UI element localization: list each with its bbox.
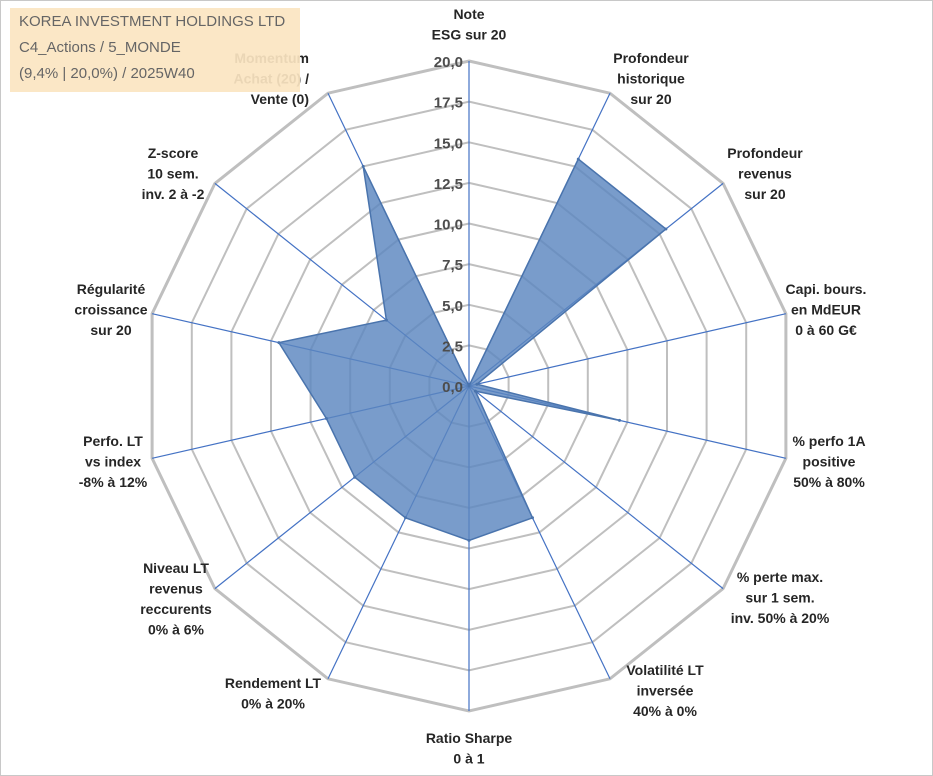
- axis-label-1: Note ESG sur 20: [432, 6, 507, 43]
- axis-label-line: inversée: [637, 683, 694, 699]
- tick-label: 12,5: [434, 176, 463, 193]
- axis-label-line: en MdEUR: [791, 302, 861, 318]
- axis-label-line: Note: [453, 6, 484, 22]
- axis-label-11: Perfo. LT vs index -8% à 12%: [79, 433, 148, 490]
- data-point-10: [353, 475, 357, 479]
- axis-label-line: positive: [803, 454, 856, 470]
- radial-tick-labels: 0,0 2,5 5,0 7,5 10,0 12,5 15,0 17,5 20,0: [434, 54, 463, 396]
- axis-label-8: Ratio Sharpe 0 à 1: [426, 730, 513, 767]
- data-point-7: [531, 516, 534, 520]
- data-point-11: [324, 417, 328, 420]
- axis-label-line: 0% à 6%: [148, 622, 205, 638]
- data-point-4: [475, 382, 479, 386]
- axis-label-line: Perfo. LT: [83, 433, 143, 449]
- axis-label-line: croissance: [74, 302, 147, 318]
- radar-series: [277, 157, 668, 542]
- category-path: C4_Actions / 5_MONDE: [19, 39, 181, 56]
- data-point-13: [384, 318, 388, 322]
- company-name: KOREA INVESTMENT HOLDINGS LTD: [19, 13, 286, 30]
- axis-label-line: % perte max.: [737, 569, 823, 585]
- axis-label-7: Volatilité LT inversée 40% à 0%: [626, 662, 704, 719]
- axis-label-line: Capi. bours.: [786, 281, 867, 297]
- axis-label-line: 50% à 80%: [793, 474, 865, 490]
- axis-label-line: historique: [617, 71, 685, 87]
- data-point-14: [361, 164, 365, 168]
- axis-label-5: % perfo 1A positive 50% à 80%: [792, 433, 865, 490]
- axis-label-9: Rendement LT 0% à 20%: [225, 675, 322, 712]
- spoke-6: [468, 385, 724, 590]
- axis-label-line: 0 à 1: [453, 751, 484, 767]
- axis-label-line: reccurents: [140, 601, 212, 617]
- axis-label-line: Z-score: [148, 145, 199, 161]
- data-point-9: [404, 516, 407, 520]
- series-area-1: [277, 157, 668, 542]
- axis-label-line: inv. 2 à -2: [142, 186, 205, 202]
- axis-label-line: sur 20: [90, 322, 131, 338]
- axis-label-line: ESG sur 20: [432, 27, 507, 43]
- axis-label-line: 40% à 0%: [633, 703, 697, 719]
- tick-label: 17,5: [434, 95, 463, 112]
- data-point-2: [576, 157, 580, 161]
- data-point-8: [467, 538, 471, 542]
- axis-label-4: Capi. bours. en MdEUR 0 à 60 G€: [786, 281, 867, 338]
- axis-label-line: sur 1 sem.: [745, 590, 814, 606]
- axis-label-line: Rendement LT: [225, 675, 322, 691]
- tick-label: 15,0: [434, 135, 463, 152]
- data-point-5: [618, 418, 621, 422]
- axis-label-line: inv. 50% à 20%: [731, 610, 830, 626]
- axis-label-line: Régularité: [77, 281, 146, 297]
- axis-label-12: Régularité croissance sur 20: [74, 281, 147, 338]
- axis-label-line: 0 à 60 G€: [795, 322, 857, 338]
- tick-label: 0,0: [442, 379, 463, 396]
- tick-label: 5,0: [442, 298, 463, 315]
- info-box: KOREA INVESTMENT HOLDINGS LTD C4_Actions…: [10, 8, 300, 92]
- axis-label-6: % perte max. sur 1 sem. inv. 50% à 20%: [731, 569, 830, 626]
- data-point-6: [473, 389, 477, 393]
- axis-label-10: Niveau LT revenus reccurents 0% à 6%: [140, 560, 212, 638]
- axis-label-line: Profondeur: [727, 145, 803, 161]
- axis-label-2: Profondeur historique sur 20: [613, 50, 689, 107]
- axis-label-line: % perfo 1A: [792, 433, 865, 449]
- axis-label-line: Volatilité LT: [626, 662, 704, 678]
- axis-label-line: Ratio Sharpe: [426, 730, 513, 746]
- axis-label-line: Vente (0): [251, 91, 309, 107]
- tick-label: 2,5: [442, 338, 463, 355]
- axis-label-line: sur 20: [630, 91, 671, 107]
- axis-label-line: vs index: [85, 454, 141, 470]
- spoke-4: [468, 313, 787, 387]
- axis-label-line: 10 sem.: [147, 166, 198, 182]
- axis-label-line: -8% à 12%: [79, 474, 148, 490]
- data-point-12: [277, 341, 281, 345]
- axis-label-line: revenus: [149, 581, 203, 597]
- axis-label-line: revenus: [738, 166, 792, 182]
- axis-label-line: Niveau LT: [143, 560, 209, 576]
- axis-label-line: 0% à 20%: [241, 696, 305, 712]
- stats-week: (9,4% | 20,0%) / 2025W40: [19, 65, 195, 82]
- axis-label-line: Profondeur: [613, 50, 689, 66]
- axis-label-3: Profondeur revenus sur 20: [727, 145, 803, 202]
- axis-label-13: Z-score 10 sem. inv. 2 à -2: [142, 145, 205, 202]
- data-point-1: [467, 384, 471, 388]
- axis-label-line: sur 20: [744, 186, 785, 202]
- data-point-3: [664, 227, 668, 231]
- tick-label: 20,0: [434, 54, 463, 71]
- tick-label: 7,5: [442, 257, 463, 274]
- tick-label: 10,0: [434, 217, 463, 234]
